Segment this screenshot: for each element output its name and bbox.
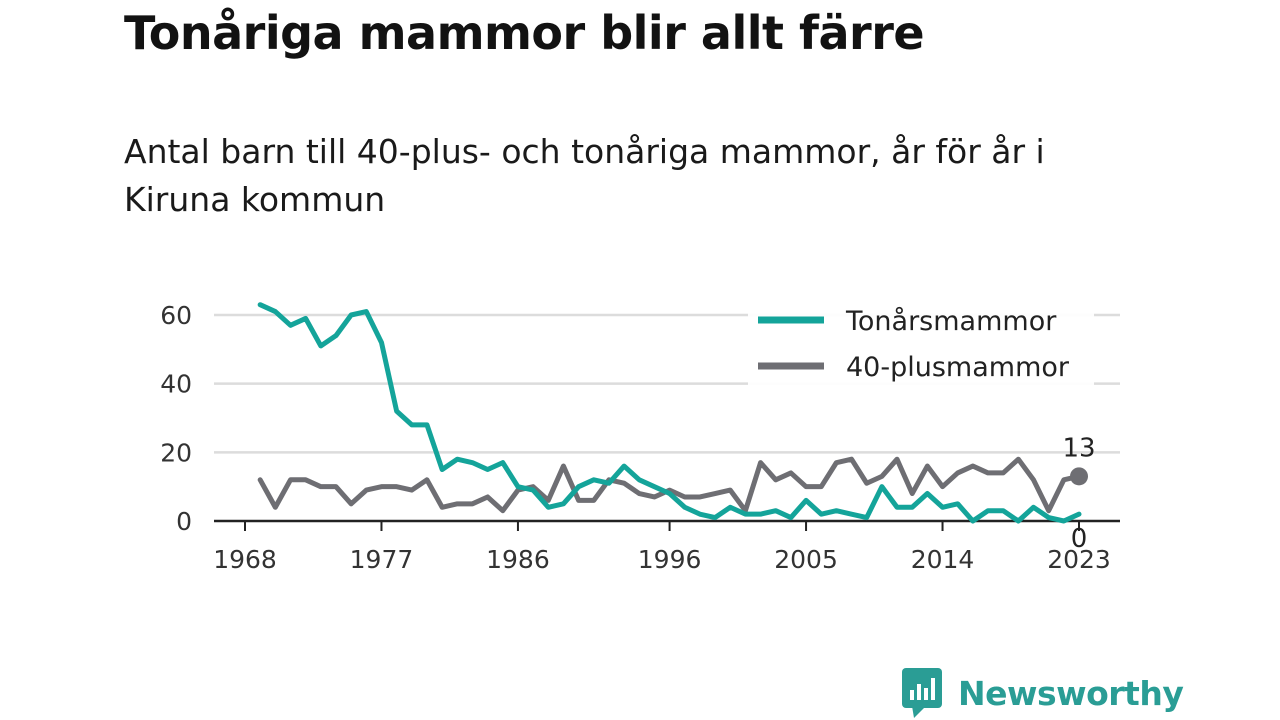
x-tick-label-1996: 1996 [638,545,702,574]
x-tick-label-2023: 2023 [1047,545,1111,574]
y-axis-ticks: 0 20 40 60 [160,301,192,536]
legend-label-teen: Tonårsmammor [845,306,1057,337]
x-tick-label-1986: 1986 [486,545,550,574]
series-lines [257,302,1082,524]
chart-subtitle: Antal barn till 40-plus- och tonåriga ma… [124,132,1045,219]
x-tick-label-2014: 2014 [911,545,975,574]
brand: Newsworthy [902,668,1184,718]
end-labels: 13 0 [1062,433,1095,554]
brand-name: Newsworthy [958,673,1184,713]
y-tick-label-20: 20 [160,438,192,467]
y-tick-label-0: 0 [176,507,192,536]
legend-background [748,296,1094,388]
end-label-forty: 13 [1062,433,1095,463]
x-tick-label-1968: 1968 [213,545,277,574]
end-label-teen: 0 [1071,524,1088,554]
x-tick-label-2005: 2005 [774,545,838,574]
chart-title: Tonåriga mammor blir allt färre [124,6,925,60]
end-point-forty [1070,467,1088,486]
y-tick-label-40: 40 [160,370,192,399]
legend-label-forty: 40-plusmammor [846,352,1070,383]
series-line-teen [257,302,1082,524]
newsworthy-logo-icon [902,668,942,718]
y-tick-label-60: 60 [160,301,192,330]
x-axis: 1968 1977 1986 1996 2005 2014 2023 [213,519,1120,574]
legend: Tonårsmammor 40-plusmammor [748,296,1094,388]
x-tick-label-1977: 1977 [350,545,414,574]
series-line-forty [257,456,1082,514]
